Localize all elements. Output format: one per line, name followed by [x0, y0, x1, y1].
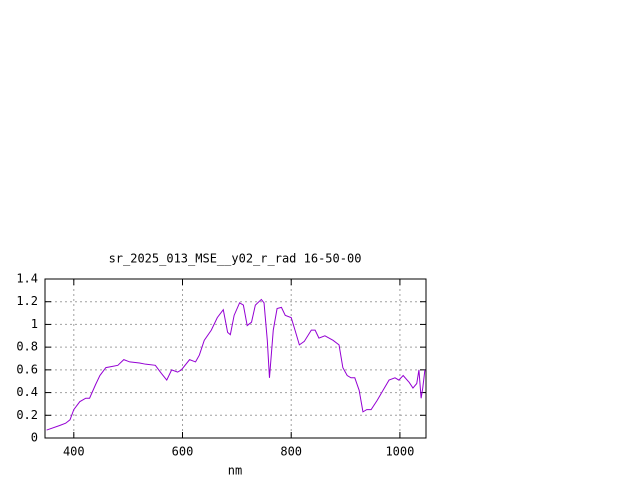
x-axis-label: nm: [228, 464, 242, 478]
y-tick-label: 1.4: [16, 272, 38, 286]
plot-border: [44, 278, 427, 439]
y-tick-label: 1.2: [16, 294, 38, 308]
chart-title: sr_2025_013_MSE__y02_r_rad 16-50-00: [109, 252, 362, 266]
x-tick-label: 1000: [385, 445, 414, 459]
x-tick-label: 400: [63, 445, 85, 459]
y-tick-label: 0.6: [16, 362, 38, 376]
y-tick-label: 0: [31, 431, 38, 445]
data-line: [46, 298, 426, 431]
y-tick-label: 0.2: [16, 408, 38, 422]
x-tick-label: 800: [280, 445, 302, 459]
y-tick-label: 0.4: [16, 385, 38, 399]
x-tick-label: 600: [172, 445, 194, 459]
y-tick-label: 1: [31, 317, 38, 331]
y-tick-label: 0.8: [16, 340, 38, 354]
